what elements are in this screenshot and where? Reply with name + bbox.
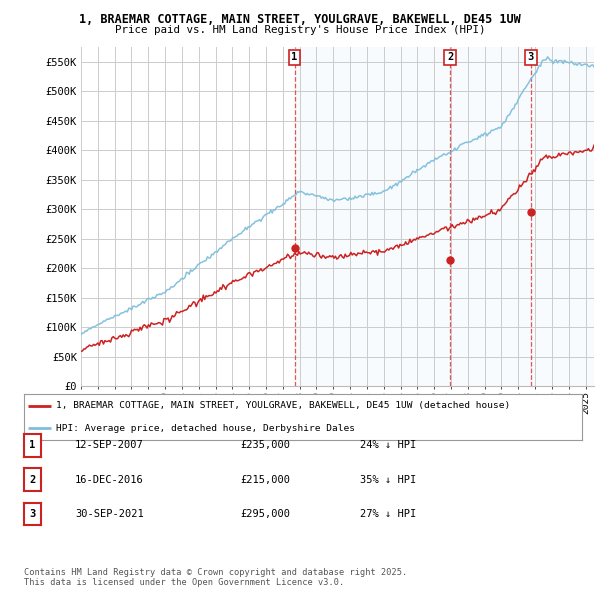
Text: 1: 1 <box>292 53 298 63</box>
Text: 24% ↓ HPI: 24% ↓ HPI <box>360 441 416 450</box>
Bar <box>295 47 450 386</box>
Text: 2: 2 <box>29 475 35 484</box>
Text: £295,000: £295,000 <box>240 509 290 519</box>
Text: 2: 2 <box>447 53 454 63</box>
Text: 16-DEC-2016: 16-DEC-2016 <box>75 475 144 484</box>
Bar <box>450 47 531 386</box>
Text: 27% ↓ HPI: 27% ↓ HPI <box>360 509 416 519</box>
Text: 35% ↓ HPI: 35% ↓ HPI <box>360 475 416 484</box>
Text: 1, BRAEMAR COTTAGE, MAIN STREET, YOULGRAVE, BAKEWELL, DE45 1UW (detached house): 1, BRAEMAR COTTAGE, MAIN STREET, YOULGRA… <box>56 401 510 411</box>
Text: 1, BRAEMAR COTTAGE, MAIN STREET, YOULGRAVE, BAKEWELL, DE45 1UW: 1, BRAEMAR COTTAGE, MAIN STREET, YOULGRA… <box>79 13 521 26</box>
Text: Contains HM Land Registry data © Crown copyright and database right 2025.
This d: Contains HM Land Registry data © Crown c… <box>24 568 407 587</box>
Text: HPI: Average price, detached house, Derbyshire Dales: HPI: Average price, detached house, Derb… <box>56 424 355 432</box>
Text: 3: 3 <box>528 53 534 63</box>
Text: £215,000: £215,000 <box>240 475 290 484</box>
Text: 3: 3 <box>29 509 35 519</box>
Text: 12-SEP-2007: 12-SEP-2007 <box>75 441 144 450</box>
Text: 30-SEP-2021: 30-SEP-2021 <box>75 509 144 519</box>
Text: Price paid vs. HM Land Registry's House Price Index (HPI): Price paid vs. HM Land Registry's House … <box>115 25 485 35</box>
Text: 1: 1 <box>29 441 35 450</box>
Bar <box>531 47 594 386</box>
Text: £235,000: £235,000 <box>240 441 290 450</box>
